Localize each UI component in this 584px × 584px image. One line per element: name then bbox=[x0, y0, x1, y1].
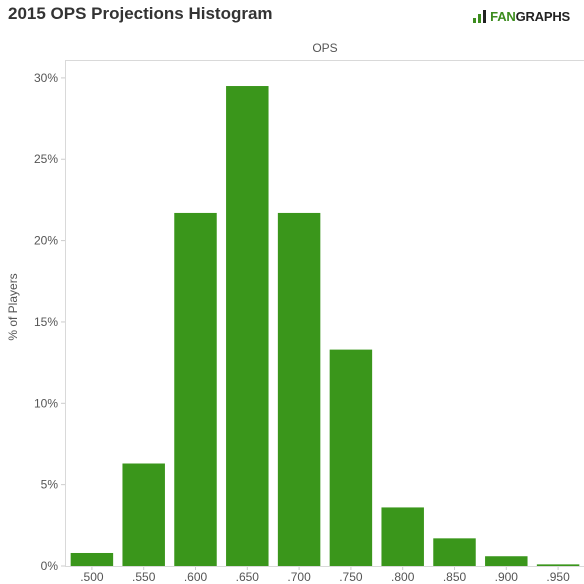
y-tick-label: 15% bbox=[34, 315, 58, 329]
y-tick-label: 30% bbox=[34, 71, 58, 85]
fangraphs-logo: FANGRAPHS bbox=[472, 8, 570, 24]
y-tick-label: 10% bbox=[34, 396, 58, 410]
page-title: 2015 OPS Projections Histogram bbox=[8, 4, 273, 23]
x-tick-label: .650 bbox=[236, 570, 260, 584]
y-axis-title: % of Players bbox=[6, 273, 20, 340]
logo-text: FANGRAPHS bbox=[490, 8, 570, 24]
y-tick-label: 0% bbox=[41, 559, 59, 573]
y-tick-label: 20% bbox=[34, 234, 58, 248]
bar-700 bbox=[277, 212, 321, 566]
x-tick-label: .750 bbox=[339, 570, 363, 584]
x-axis: .500 .550 .600 .650 .700 .750 .800 .850 .900 .950 bbox=[80, 566, 570, 584]
x-axis-title: OPS bbox=[312, 41, 337, 55]
bar-900 bbox=[485, 556, 528, 566]
bar-800 bbox=[381, 507, 424, 566]
x-tick-label: .800 bbox=[391, 570, 415, 584]
x-tick-label: .900 bbox=[495, 570, 519, 584]
bar-950 bbox=[536, 564, 580, 566]
bar-750 bbox=[329, 349, 373, 566]
x-tick-label: .500 bbox=[80, 570, 104, 584]
y-axis: 0% 5% 10% 15% 20% 25% 30% bbox=[34, 71, 66, 573]
x-tick-label: .550 bbox=[132, 570, 156, 584]
x-tick-label: .600 bbox=[184, 570, 208, 584]
y-tick-label: 25% bbox=[34, 152, 58, 166]
bar-850 bbox=[433, 538, 476, 566]
x-tick-label: .950 bbox=[546, 570, 570, 584]
x-tick-label: .700 bbox=[287, 570, 311, 584]
y-tick-label: 5% bbox=[41, 478, 59, 492]
logo-bars-icon bbox=[473, 10, 487, 23]
bars-group bbox=[70, 86, 580, 566]
bar-550 bbox=[122, 463, 165, 566]
x-tick-label: .850 bbox=[443, 570, 467, 584]
bar-650 bbox=[226, 86, 269, 566]
bar-600 bbox=[174, 212, 217, 566]
bar-500 bbox=[70, 552, 114, 566]
